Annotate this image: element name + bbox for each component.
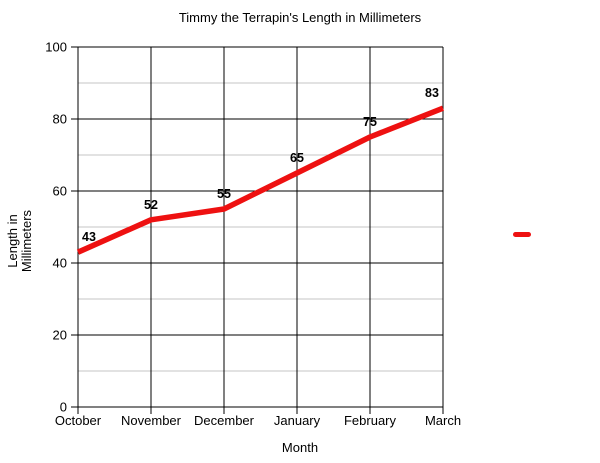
y-tick-label: 80 bbox=[53, 112, 67, 127]
y-tick-label: 0 bbox=[60, 400, 67, 415]
axis-ticks bbox=[71, 46, 444, 414]
legend-marker bbox=[513, 232, 531, 237]
x-axis-title: Month bbox=[282, 440, 318, 455]
data-point-label: 75 bbox=[363, 115, 377, 129]
y-axis-title-line1: Length in bbox=[5, 214, 20, 268]
chart-title: Timmy the Terrapin's Length in Millimete… bbox=[179, 10, 422, 25]
data-labels: 43 52 55 65 75 83 bbox=[82, 86, 439, 244]
y-tick-label: 20 bbox=[53, 328, 67, 343]
y-tick-label: 60 bbox=[53, 184, 67, 199]
data-point-label: 83 bbox=[425, 86, 439, 100]
data-point-label: 55 bbox=[217, 187, 231, 201]
x-tick-label: October bbox=[55, 413, 102, 428]
data-point-label: 65 bbox=[290, 151, 304, 165]
x-tick-label: January bbox=[274, 413, 321, 428]
x-tick-label: February bbox=[344, 413, 397, 428]
x-tick-label: November bbox=[121, 413, 182, 428]
data-point-label: 43 bbox=[82, 230, 96, 244]
x-tick-labels: October November December January February Ma… bbox=[55, 413, 461, 428]
vertical-gridlines bbox=[77, 47, 444, 407]
data-point-label: 52 bbox=[144, 198, 158, 212]
y-axis-title-line2: Millimeters bbox=[19, 209, 34, 272]
x-tick-label: March bbox=[425, 413, 461, 428]
series-line bbox=[76, 105, 445, 255]
y-tick-labels: 0 20 40 60 80 100 bbox=[45, 40, 67, 415]
y-tick-label: 100 bbox=[45, 40, 67, 55]
y-tick-label: 40 bbox=[53, 256, 67, 271]
x-tick-label: December bbox=[194, 413, 255, 428]
